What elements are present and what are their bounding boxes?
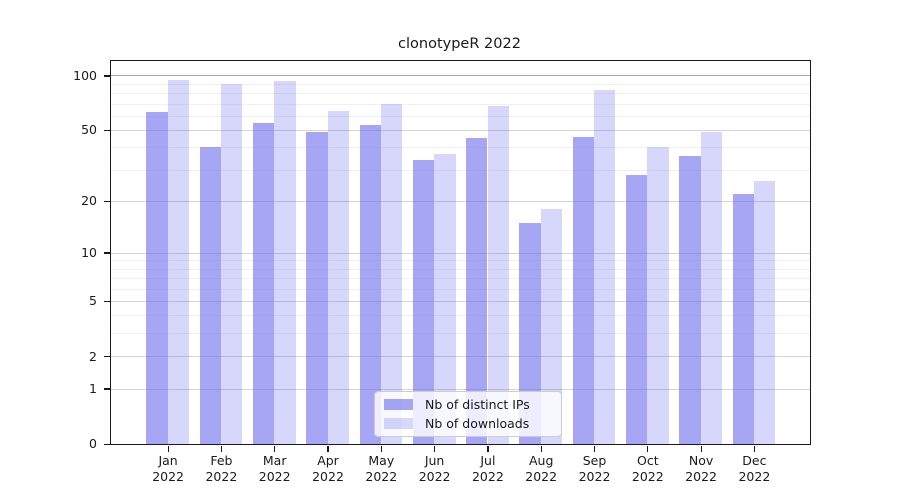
x-tick-label-nov: Nov 2022 [685, 453, 717, 484]
legend-swatch-downloads [384, 418, 413, 429]
x-tick-label-jul: Jul 2022 [471, 453, 504, 484]
bar-jun-distinct-ips [412, 160, 435, 444]
legend-label-downloads: Nb of downloads [425, 416, 530, 431]
gridline-major [111, 75, 810, 77]
x-tick-label-dec: Dec 2022 [738, 453, 771, 484]
bar-nov-downloads [700, 131, 723, 444]
legend-entry-downloads: Nb of downloads [384, 416, 552, 431]
x-tick-label-apr: Apr 2022 [312, 453, 344, 484]
bar-apr-downloads [327, 110, 349, 444]
x-tick-mark [274, 445, 276, 452]
x-tick-label-may: May 2022 [365, 453, 398, 484]
legend: Nb of distinct IPs Nb of downloads [374, 391, 562, 437]
bar-aug-distinct-ips [519, 222, 541, 444]
gridline-minor [111, 147, 810, 149]
y-tick-mark [103, 388, 111, 390]
gridline-major [111, 356, 810, 358]
gridline-minor [111, 277, 810, 279]
gridline-minor [111, 268, 810, 270]
gridline-minor [111, 103, 810, 105]
gridline-minor [111, 333, 810, 335]
y-tick-label: 50 [81, 122, 97, 138]
y-tick-label: 2 [89, 348, 97, 364]
bar-may-downloads [380, 103, 403, 444]
y-tick-label: 100 [73, 67, 97, 83]
bar-mar-downloads [274, 81, 296, 444]
y-tick-mark [103, 443, 111, 446]
y-tick-mark [103, 129, 111, 132]
x-tick-mark [380, 445, 382, 452]
bar-feb-distinct-ips [199, 147, 221, 444]
chart-title: clonotypeR 2022 [398, 36, 521, 52]
x-tick-label-feb: Feb 2022 [205, 453, 238, 484]
x-tick-mark [540, 445, 542, 452]
x-tick-mark [434, 445, 436, 452]
gridline-major [111, 252, 810, 254]
y-tick-label: 1 [89, 381, 97, 397]
y-tick-mark [103, 75, 111, 77]
bar-mar-distinct-ips [252, 122, 275, 444]
y-tick-mark [103, 356, 111, 358]
bar-feb-downloads [221, 83, 243, 444]
legend-swatch-distinct-ips [384, 399, 413, 410]
bar-jul-downloads [487, 105, 509, 444]
x-tick-label-jun: Jun 2022 [418, 453, 451, 484]
gridline-minor [111, 315, 810, 317]
bar-dec-downloads [754, 180, 776, 444]
x-tick-mark [327, 445, 329, 452]
gridline-minor [111, 93, 810, 95]
y-tick-label: 10 [81, 244, 97, 260]
bar-oct-distinct-ips [626, 175, 648, 444]
bar-jun-downloads [434, 153, 456, 444]
legend-entry-distinct-ips: Nb of distinct IPs [384, 397, 552, 412]
gridline-minor [111, 169, 810, 171]
x-tick-mark [487, 445, 489, 452]
y-tick-label: 0 [89, 436, 97, 452]
gridline-minor [111, 115, 810, 117]
bar-sep-distinct-ips [572, 136, 595, 444]
x-tick-label-sep: Sep 2022 [578, 453, 611, 484]
y-tick-mark [103, 252, 111, 254]
gridline-minor [111, 288, 810, 290]
gridline-minor [111, 260, 810, 262]
x-tick-label-mar: Mar 2022 [258, 453, 291, 484]
y-tick-label: 5 [89, 293, 97, 309]
x-tick-mark [753, 445, 756, 452]
x-tick-label-oct: Oct 2022 [631, 453, 664, 484]
gridline-minor [111, 83, 810, 85]
y-tick-label: 20 [81, 193, 97, 209]
bar-sep-downloads [594, 90, 616, 444]
bar-jan-distinct-ips [146, 111, 168, 444]
gridline-major [111, 200, 810, 202]
bar-apr-distinct-ips [306, 131, 328, 444]
x-tick-mark [220, 445, 223, 452]
legend-label-distinct-ips: Nb of distinct IPs [425, 397, 530, 412]
y-tick-mark [103, 300, 111, 303]
bar-dec-distinct-ips [732, 193, 754, 444]
bar-jan-downloads [167, 79, 190, 444]
plot-area [110, 60, 811, 445]
bar-may-distinct-ips [359, 125, 381, 444]
x-tick-label-jan: Jan 2022 [152, 453, 184, 484]
bar-nov-distinct-ips [679, 155, 701, 444]
bar-oct-downloads [647, 147, 669, 444]
x-tick-mark [167, 445, 169, 452]
gridline-major [111, 130, 810, 132]
x-tick-mark [700, 445, 702, 452]
x-tick-label-aug: Aug 2022 [525, 453, 558, 484]
y-tick-mark [103, 200, 111, 202]
gridline-major [111, 300, 810, 302]
x-tick-mark [647, 445, 649, 452]
gridline-major [111, 388, 810, 390]
x-tick-mark [593, 445, 596, 452]
bar-jul-distinct-ips [466, 138, 488, 444]
bar-aug-downloads [540, 208, 563, 444]
